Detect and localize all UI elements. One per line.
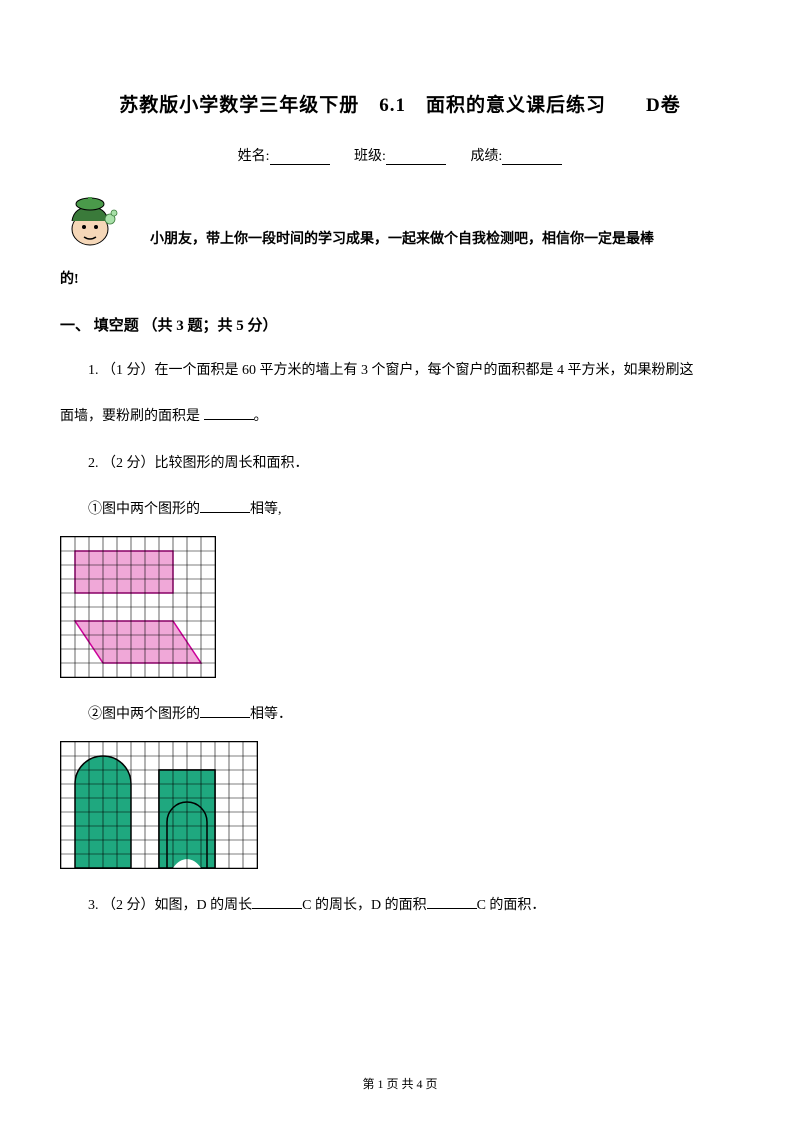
greeting-line1: 小朋友，带上你一段时间的学习成果，一起来做个自我检测吧，相信你一定是最棒	[150, 189, 654, 257]
score-label: 成绩:	[470, 149, 502, 164]
q2-blank1[interactable]	[200, 499, 250, 513]
form-line: 姓名: 班级: 成绩:	[60, 145, 740, 165]
q1-l2b: 。	[254, 409, 268, 424]
q2-blank2[interactable]	[200, 704, 250, 718]
q3-a: 3. （2 分）如图，D 的周长	[88, 898, 252, 913]
q3-b: C 的周长，D 的面积	[302, 898, 426, 913]
question-2-header: 2. （2 分）比较图形的周长和面积．	[60, 448, 740, 480]
mascot-icon	[60, 189, 120, 249]
figure-2	[60, 741, 740, 874]
q3-c: C 的面积．	[477, 898, 546, 913]
section1-header: 一、 填空题 （共 3 题；共 5 分）	[60, 314, 740, 335]
q2-s2b: 相等．	[250, 707, 292, 722]
class-label: 班级:	[354, 149, 386, 164]
document-title: 苏教版小学数学三年级下册 6.1 面积的意义课后练习 D卷	[60, 90, 740, 117]
q1-l2a: 面墙，要粉刷的面积是	[60, 409, 204, 424]
q2-s1a: ①图中两个图形的	[88, 502, 200, 517]
question-2-sub1: ①图中两个图形的 相等,	[60, 494, 740, 526]
q1-blank[interactable]	[204, 406, 254, 420]
name-label: 姓名:	[238, 149, 270, 164]
q3-blank2[interactable]	[427, 895, 477, 909]
q2-s2a: ②图中两个图形的	[88, 707, 200, 722]
q3-blank1[interactable]	[252, 895, 302, 909]
greeting-row: 小朋友，带上你一段时间的学习成果，一起来做个自我检测吧，相信你一定是最棒	[60, 189, 740, 257]
question-2-sub2: ②图中两个图形的 相等．	[60, 699, 740, 731]
score-blank[interactable]	[502, 149, 562, 165]
q1-prefix: 1. （1 分）在一个面积是 60 平方米的墙上有 3 个窗户，每个窗户的面积都…	[88, 363, 694, 378]
class-blank[interactable]	[386, 149, 446, 165]
figure-1	[60, 536, 740, 683]
question-1: 1. （1 分）在一个面积是 60 平方米的墙上有 3 个窗户，每个窗户的面积都…	[60, 355, 740, 387]
greeting-line2: 的!	[60, 263, 740, 297]
question-3: 3. （2 分）如图，D 的周长 C 的周长，D 的面积 C 的面积．	[60, 890, 740, 922]
page-footer: 第 1 页 共 4 页	[0, 1075, 800, 1092]
name-blank[interactable]	[270, 149, 330, 165]
q2-s1b: 相等,	[250, 502, 282, 517]
question-1-line2: 面墙，要粉刷的面积是 。	[60, 401, 740, 433]
